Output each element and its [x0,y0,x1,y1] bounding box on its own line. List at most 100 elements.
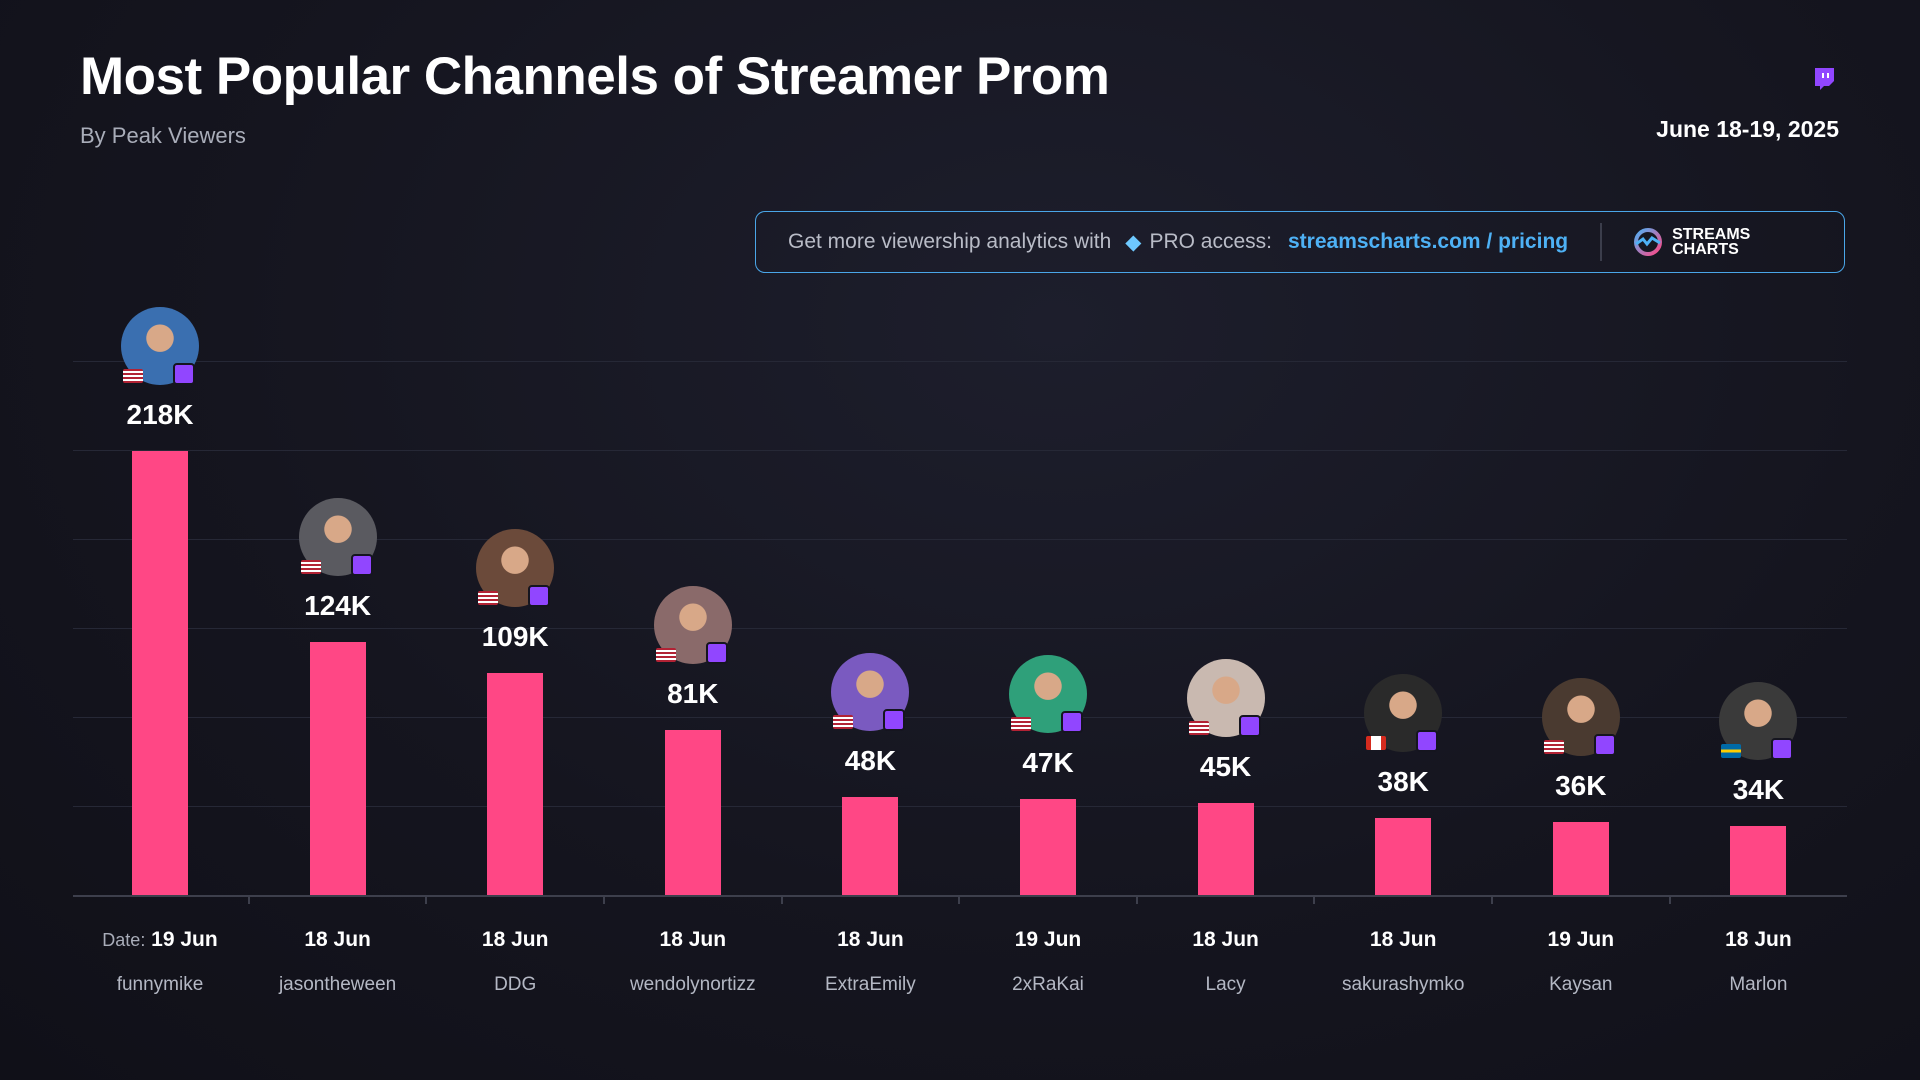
channel-avatar[interactable] [1009,655,1087,734]
value-label: 218K [126,399,194,430]
flag-us-icon [1188,721,1209,736]
bar[interactable] [1730,825,1787,895]
twitch-icon [528,585,551,607]
value-label: 48K [844,745,897,777]
date-value: 18 Jun [1725,928,1792,951]
date-label: 19 Jun [963,928,1133,952]
channel-avatar[interactable] [121,307,199,385]
date-value: 18 Jun [1369,928,1437,951]
channel-name[interactable]: Marlon [1729,974,1788,995]
axis-tick [425,895,428,904]
date-label: 18 Jun [785,928,955,952]
banner-pro: PRO access: [1149,230,1272,253]
date-label: 18 Jun [1318,928,1488,952]
axis-tick [958,895,961,904]
flag-us-icon [123,369,143,383]
twitch-icon [1815,68,1834,90]
logo-line2: CHARTS [1672,241,1739,258]
divider [1600,223,1603,261]
date-label: 18 Jun [253,928,423,952]
gridline [73,361,1847,362]
date-value: 18 Jun [304,928,371,951]
flag-us-icon [655,648,676,663]
bar[interactable] [487,673,544,895]
channel-name[interactable]: Kaysan [1549,974,1613,995]
date-label: 18 Jun [608,928,778,952]
channel-avatar[interactable] [1541,677,1620,756]
logo-line1: STREAMS [1672,226,1751,243]
banner-text: Get more viewership analytics with [788,230,1112,253]
axis-tick [780,895,783,904]
bar[interactable] [1020,799,1076,895]
date-value: 18 Jun [659,928,727,951]
value-label: 47K [1022,747,1074,779]
flag-se-icon [1721,743,1742,758]
value-label: 109K [481,621,549,652]
bar[interactable] [664,730,721,895]
axis-tick [1668,895,1671,904]
channel-name[interactable]: jasontheween [278,974,397,995]
page-title: Most Popular Channels of Streamer Prom [80,47,1110,106]
flag-us-icon [1011,717,1031,732]
diamond-icon: ◆ [1125,230,1142,254]
channel-avatar[interactable] [476,529,555,607]
date-value: 19 Jun [1014,928,1082,951]
value-label: 34K [1732,773,1785,805]
twitch-icon [1771,737,1794,760]
gridline [73,539,1847,540]
streams-charts-logo: STREAMS CHARTS [1632,226,1750,258]
streams-charts-logo-icon [1634,228,1663,256]
x-axis [73,895,1847,897]
axis-tick [247,895,250,904]
channel-avatar[interactable] [653,586,732,665]
date-label: 19 Jun [1496,928,1666,952]
flag-ca-icon [1366,735,1387,750]
gridline [73,717,1847,718]
channel-name[interactable]: Lacy [1205,974,1246,995]
twitch-icon [173,363,195,385]
flag-us-icon [300,560,321,575]
bar[interactable] [1375,817,1432,895]
flag-us-icon [833,715,854,730]
channel-avatar[interactable] [1186,659,1265,738]
value-label: 36K [1555,769,1607,801]
bar[interactable] [132,451,188,895]
date-value: 19 Jun [1547,928,1615,951]
pricing-link[interactable]: streamscharts.com / pricing [1288,230,1569,253]
date-label: Date: 19 Jun [75,928,245,952]
flag-us-icon [478,591,499,605]
twitch-icon [1593,733,1616,756]
axis-tick [1313,895,1316,904]
bar[interactable] [1197,803,1254,895]
date-value: 18 Jun [837,928,904,951]
bar[interactable] [842,797,899,895]
bar[interactable] [1552,821,1609,895]
channel-avatar[interactable] [298,498,377,577]
channel-avatar[interactable] [1364,673,1443,752]
date-value: 18 Jun [481,928,549,951]
date-label: 18 Jun [1141,928,1311,952]
promo-banner[interactable]: Get more viewership analytics with ◆ PRO… [755,211,1845,273]
date-label: 18 Jun [430,928,600,952]
channel-name[interactable]: 2xRaKai [1012,974,1084,995]
gridline [73,806,1847,807]
twitch-icon [883,709,906,732]
bar[interactable] [309,642,366,895]
date-range: June 18-19, 2025 [1656,116,1839,142]
flag-us-icon [1543,739,1564,754]
channel-name[interactable]: wendolynortizz [629,974,756,995]
channel-name[interactable]: DDG [494,974,537,995]
channel-avatar[interactable] [1719,681,1798,760]
twitch-icon [1238,715,1261,738]
value-label: 45K [1199,751,1252,783]
gridline [73,450,1847,451]
date-value: 18 Jun [1192,928,1259,951]
channel-name[interactable]: sakurashymko [1341,974,1465,995]
channel-name[interactable]: funnymike [116,974,204,995]
date-value: 19 Jun [151,928,218,951]
twitch-icon [705,642,728,665]
date-label: 18 Jun [1673,928,1843,952]
value-label: 81K [667,678,719,710]
channel-avatar[interactable] [831,653,910,732]
channel-name[interactable]: ExtraEmily [824,974,916,995]
